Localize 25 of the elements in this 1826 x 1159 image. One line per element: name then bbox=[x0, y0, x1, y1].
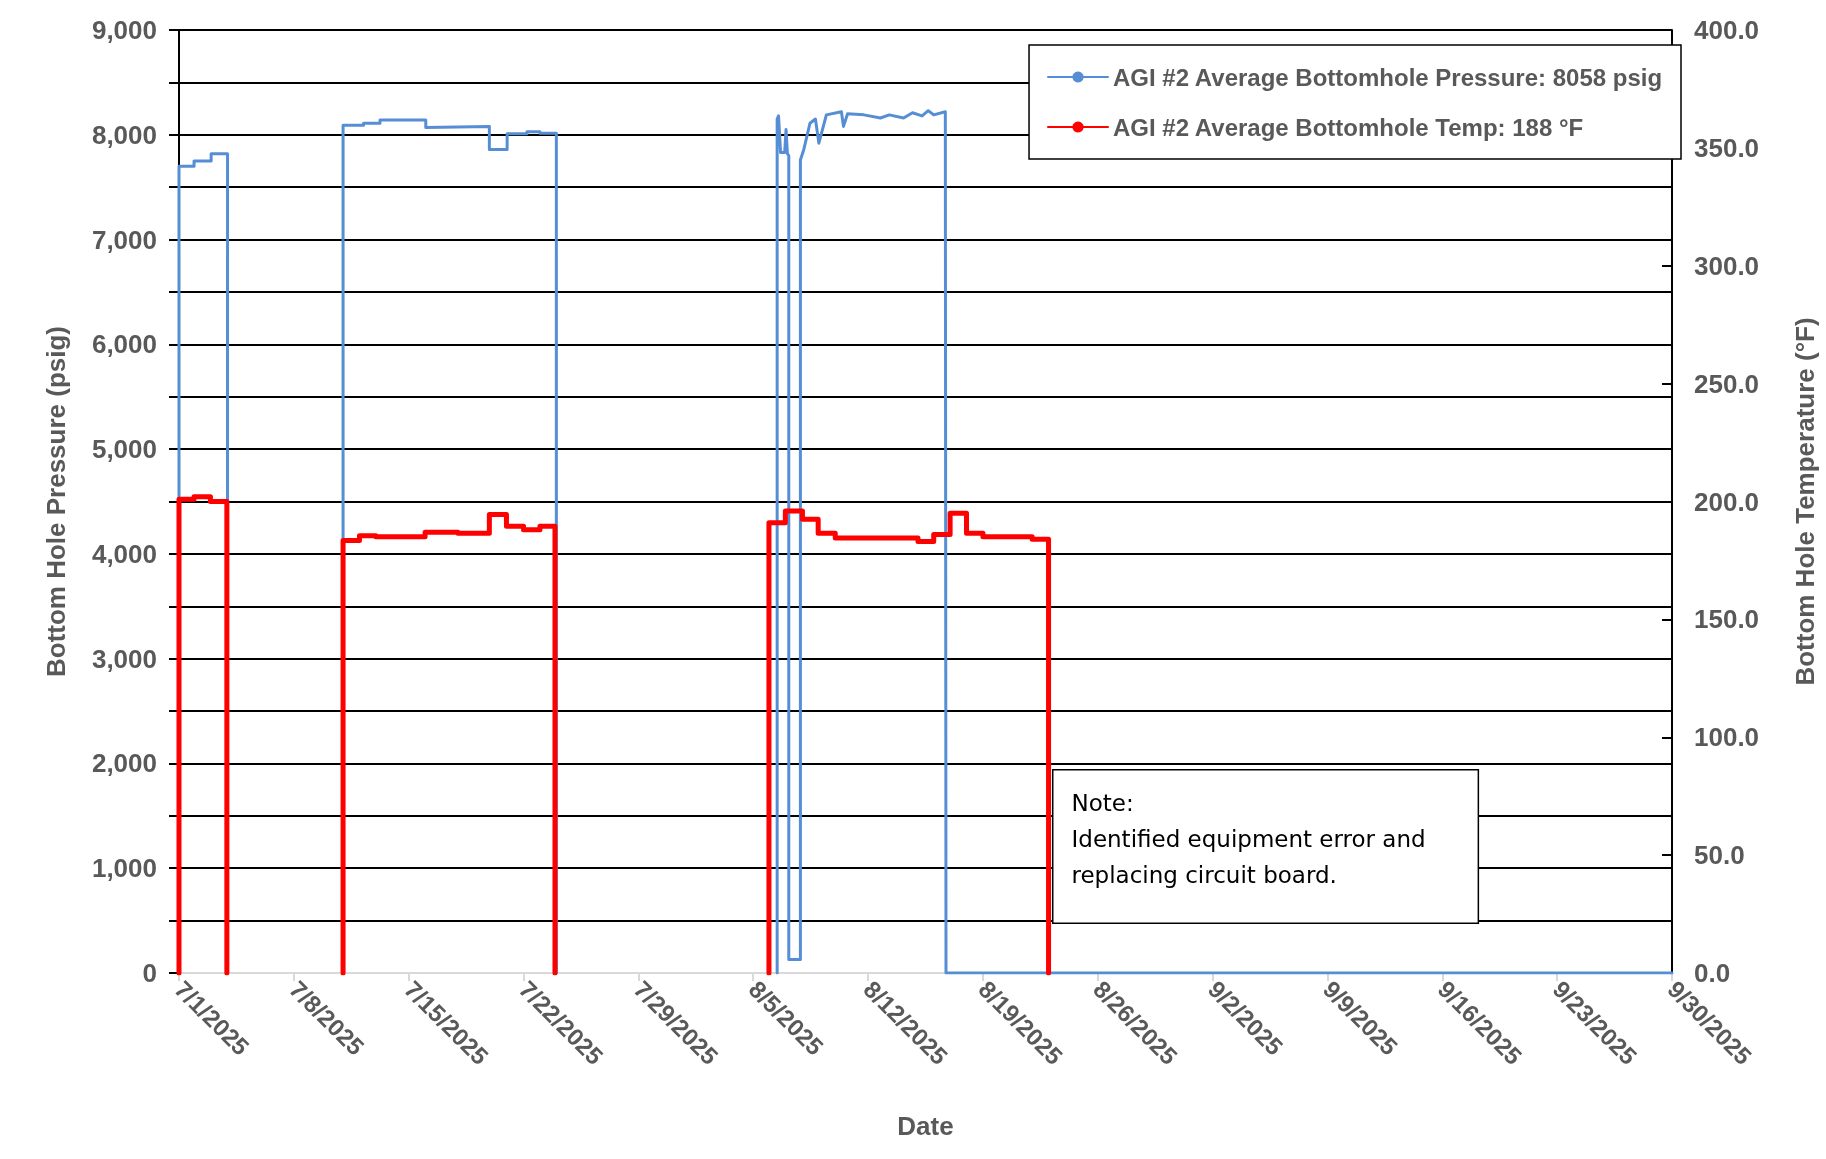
y-tick-label: 8,000 bbox=[91, 119, 157, 150]
y-tick-label: 5,000 bbox=[91, 434, 157, 465]
y2-tick-label: 250.0 bbox=[1694, 368, 1760, 399]
y2-tick-label: 200.0 bbox=[1694, 486, 1760, 517]
y-tick-label: 2,000 bbox=[91, 748, 157, 779]
y-tick-label: 1,000 bbox=[91, 853, 157, 884]
y-tick-label: 9,000 bbox=[91, 15, 157, 45]
y2-axis-title: Bottom Hole Temperature (°F) bbox=[1790, 317, 1820, 686]
y-tick-label: 6,000 bbox=[91, 329, 157, 360]
y2-tick-label: 0.0 bbox=[1694, 958, 1731, 988]
y2-tick-label: 400.0 bbox=[1694, 15, 1760, 45]
legend-label: AGI #2 Average Bottomhole Temp: 188 °F bbox=[1113, 113, 1584, 141]
y-tick-label: 4,000 bbox=[91, 538, 157, 569]
y2-tick-label: 150.0 bbox=[1694, 604, 1760, 635]
y2-tick-label: 350.0 bbox=[1694, 132, 1760, 163]
x-axis-title: Date bbox=[897, 1111, 954, 1141]
y-tick-label: 7,000 bbox=[91, 224, 157, 255]
annotation: Note: Identified equipment error and replacing circuit board. bbox=[1071, 789, 1426, 888]
y-tick-label: 3,000 bbox=[91, 643, 157, 674]
y-axis-title: Bottom Hole Pressure (psig) bbox=[41, 325, 71, 678]
y2-tick-label: 100.0 bbox=[1694, 722, 1760, 753]
y2-tick-label: 300.0 bbox=[1694, 250, 1760, 281]
y2-tick-label: 50.0 bbox=[1694, 840, 1745, 871]
y-tick-label: 0 bbox=[142, 958, 157, 988]
legend-label: AGI #2 Average Bottomhole Pressure: 8058 psig bbox=[1113, 63, 1663, 91]
